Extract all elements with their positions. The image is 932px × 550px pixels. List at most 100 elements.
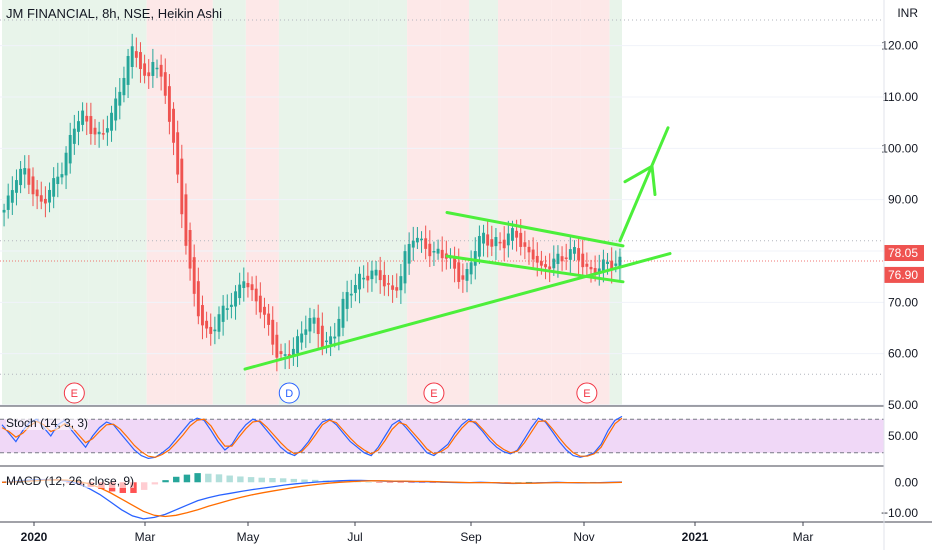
candle-body (440, 249, 444, 259)
candle-body (221, 305, 225, 322)
macd-histogram-bar (237, 476, 244, 483)
candle-body (6, 195, 10, 210)
candle-body (242, 281, 246, 288)
macd-histogram-bar (173, 476, 180, 483)
candle-body (312, 317, 316, 324)
candle-body (341, 298, 345, 328)
arrow-head-right (650, 164, 657, 197)
candle-body (114, 98, 118, 121)
candle-body (366, 275, 370, 281)
candle-body (238, 284, 242, 299)
price-tick-label: 110.00 (882, 90, 918, 104)
regime-band (88, 0, 118, 405)
macd-histogram-bar (418, 482, 426, 483)
macd-histogram-bar (354, 481, 362, 483)
regime-band (307, 0, 350, 405)
macd-histogram-bar (279, 478, 287, 483)
candle-body (482, 232, 485, 244)
price-tick-label: 120.00 (881, 39, 918, 53)
candle-body (411, 240, 415, 248)
macd-histogram-bar (247, 477, 255, 483)
candle-body (172, 108, 175, 143)
candle-body (353, 284, 357, 293)
candle-body (296, 336, 299, 354)
candle-body (498, 241, 502, 244)
candle-body (267, 313, 271, 325)
regime-band (59, 0, 89, 405)
candle-body (263, 306, 266, 315)
candle-body (77, 121, 80, 132)
macd-label[interactable]: MACD (12, 26, close, 9) (6, 474, 135, 488)
last-price-label: 78.05 (888, 246, 918, 260)
currency-label[interactable]: INR (897, 6, 918, 20)
candle-body (614, 263, 618, 266)
regime-band (498, 0, 552, 405)
macd-histogram-bar (312, 479, 319, 483)
event-marker-circle (423, 382, 445, 404)
macd-tick-label: 0.00 (895, 475, 919, 489)
regime-band (378, 0, 408, 405)
macd-histogram-bar (301, 479, 308, 483)
candle-body (234, 291, 237, 307)
last-price-label: 76.90 (888, 268, 918, 282)
macd-histogram-bar (376, 482, 383, 483)
time-tick-label: Mar (135, 530, 156, 544)
macd-histogram-bar (258, 477, 265, 483)
candle-body (184, 194, 188, 246)
event-marker-label: E (430, 388, 437, 400)
candle-body (428, 243, 432, 257)
candle-body (97, 131, 101, 135)
candle-body (196, 281, 200, 317)
candle-body (27, 168, 31, 185)
price-grid: 120.00110.00100.0090.0080.0070.0060.0050… (0, 19, 924, 412)
event-marker-circle (63, 382, 85, 404)
macd-histogram-bar (408, 482, 415, 483)
candle-body (477, 236, 481, 257)
candle-body (473, 251, 477, 266)
candle-body (217, 314, 221, 332)
candle-body (502, 239, 506, 249)
candle-body (531, 249, 535, 260)
candle-body (581, 253, 585, 268)
candle-body (213, 329, 217, 332)
candle-body (89, 116, 93, 135)
wedge-lower-line (445, 254, 625, 284)
regime-band (407, 0, 441, 405)
regime-band (580, 0, 610, 405)
candle-body (188, 230, 192, 269)
candle-body (151, 61, 155, 76)
candle-body (316, 317, 320, 335)
regime-band (349, 0, 379, 405)
candle-body (515, 230, 519, 238)
candle-body (101, 133, 105, 135)
candle-body (564, 257, 568, 260)
time-tick-label: 2020 (21, 530, 48, 544)
price-candles (2, 33, 622, 372)
candle-body (329, 336, 333, 344)
candle-body (610, 260, 614, 270)
candle-body (544, 264, 547, 268)
time-tick-label: Jul (347, 530, 362, 544)
macd-histogram-bar (151, 482, 159, 485)
candle-body (568, 249, 572, 260)
candle-body (167, 86, 171, 122)
stoch-k-line (1, 415, 623, 460)
candle-body (597, 268, 601, 273)
stoch-label[interactable]: Stoch (14, 3, 3) (6, 416, 89, 430)
candle-body (201, 305, 204, 326)
time-tick-label: Nov (573, 530, 594, 544)
candle-body (527, 246, 531, 253)
candle-body (229, 304, 233, 307)
candle-body (399, 276, 403, 291)
candle-body (560, 256, 564, 262)
candle-body (601, 259, 605, 272)
candle-body (618, 256, 622, 267)
candle-body (304, 329, 308, 335)
time-tick-label: Sep (460, 530, 482, 544)
trendlines (243, 126, 672, 371)
time-tick-label: 2021 (682, 530, 709, 544)
candle-body (180, 158, 184, 215)
last-price-tag (884, 245, 924, 262)
stoch-tick-label: 50.00 (888, 429, 918, 443)
